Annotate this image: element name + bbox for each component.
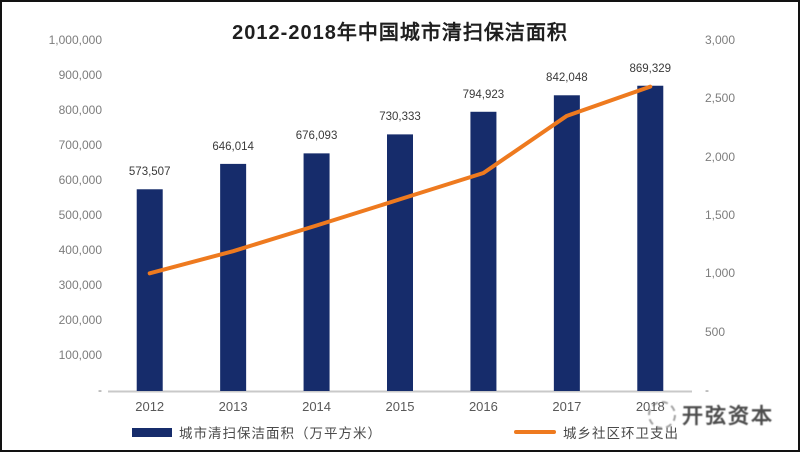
watermark-logo-icon (648, 401, 676, 429)
x-axis-label: 2016 (468, 399, 498, 414)
left-axis-tick: - (98, 383, 102, 397)
bar-2016 (470, 111, 497, 391)
chart-title: 2012-2018年中国城市清扫保洁面积 (232, 22, 568, 44)
bar-2017 (553, 95, 580, 391)
bar-2013 (220, 163, 247, 391)
left-axis-tick: 500,000 (58, 208, 102, 222)
bar-2018 (637, 85, 664, 391)
right-axis-tick: 3,000 (705, 33, 736, 47)
line-series-swatch-icon (514, 430, 556, 434)
left-axis-tick: 300,000 (58, 278, 102, 292)
legend-line-series-label: 城乡社区环卫支出 (563, 426, 679, 441)
x-axis-label: 2015 (385, 399, 415, 414)
watermark-text: 开弦资本 (682, 405, 774, 428)
bar-value-label: 676,093 (295, 130, 338, 143)
bar-value-label: 842,048 (546, 72, 588, 85)
bar-2014 (303, 153, 330, 391)
left-axis-tick: 200,000 (58, 313, 102, 327)
left-axis-tick: 1,000,000 (48, 33, 102, 47)
bar-value-label: 573,507 (128, 166, 171, 179)
legend-item-bar-series: 城市清扫保洁面积（万平方米） (132, 422, 382, 442)
right-axis-tick: 2,000 (705, 149, 736, 164)
right-axis-tick: - (705, 383, 709, 397)
legend-bar-series-label: 城市清扫保洁面积（万平方米） (179, 426, 382, 441)
right-axis-tick: 1,500 (705, 208, 736, 222)
line-series (147, 84, 653, 276)
legend-item-line-series: 城乡社区环卫支出 (514, 422, 679, 442)
bar-series-swatch-icon (132, 427, 172, 437)
chart-legend: 城市清扫保洁面积（万平方米） 城乡社区环卫支出 (2, 422, 798, 444)
left-axis-tick: 600,000 (58, 173, 102, 187)
left-axis-tick: 100,000 (58, 348, 102, 362)
watermark: 开弦资本 (648, 400, 774, 430)
left-axis-tick: 800,000 (58, 103, 102, 117)
right-axis-tick: 1,000 (705, 266, 736, 281)
bar-value-label: 730,333 (379, 111, 421, 124)
bar-value-label: 794,923 (462, 88, 505, 101)
bar-2015 (387, 134, 413, 391)
left-axis-tick: 900,000 (58, 68, 102, 82)
right-axis-tick: 500 (705, 324, 726, 339)
x-axis-label: 2017 (552, 399, 582, 414)
x-axis-label: 2013 (218, 399, 248, 414)
left-axis-tick: 700,000 (58, 138, 102, 152)
left-axis-tick: 400,000 (58, 243, 102, 257)
x-axis-label: 2012 (135, 399, 165, 414)
right-axis-tick: 2,500 (705, 91, 736, 106)
bar-value-label: 869,329 (629, 62, 672, 75)
bar-2012 (136, 189, 163, 391)
bar-value-label: 646,014 (212, 140, 254, 153)
x-axis-label: 2014 (302, 399, 332, 414)
